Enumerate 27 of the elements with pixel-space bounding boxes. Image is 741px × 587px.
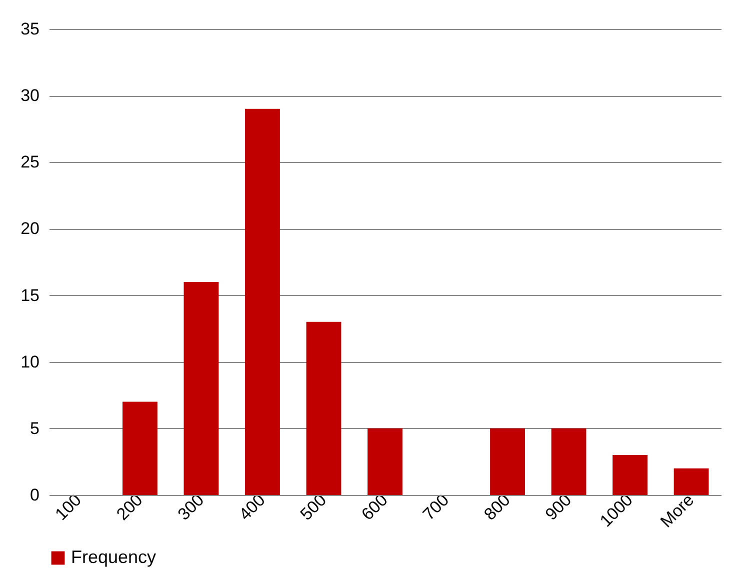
y-tick-label: 20 — [20, 219, 40, 238]
x-tick-label: 500 — [296, 490, 330, 524]
x-tick-label: 600 — [358, 490, 392, 524]
x-tick-label: 700 — [419, 490, 453, 524]
y-tick-label: 10 — [20, 352, 40, 372]
x-tick-label: 400 — [235, 490, 269, 524]
bar — [122, 402, 158, 495]
bar — [306, 322, 342, 495]
y-tick-label: 5 — [30, 418, 40, 438]
bar — [184, 282, 219, 495]
y-tick-label: 0 — [30, 486, 40, 504]
bar — [245, 108, 280, 495]
bar — [674, 468, 709, 495]
y-tick-label: 25 — [20, 152, 40, 172]
legend-label: Frequency — [71, 547, 156, 567]
x-tick-label: 800 — [480, 490, 514, 524]
x-tick-label: 200 — [112, 490, 146, 524]
bar — [551, 428, 586, 495]
x-tick-label: 300 — [174, 490, 208, 524]
y-tick-label: 15 — [20, 286, 40, 305]
y-tick-label: 30 — [20, 86, 40, 106]
bar — [490, 428, 525, 495]
y-tick-label: 35 — [20, 20, 40, 38]
bar — [612, 455, 648, 495]
bar — [368, 428, 402, 495]
x-tick-label: 900 — [542, 490, 576, 524]
x-tick-label: 100 — [52, 490, 86, 524]
